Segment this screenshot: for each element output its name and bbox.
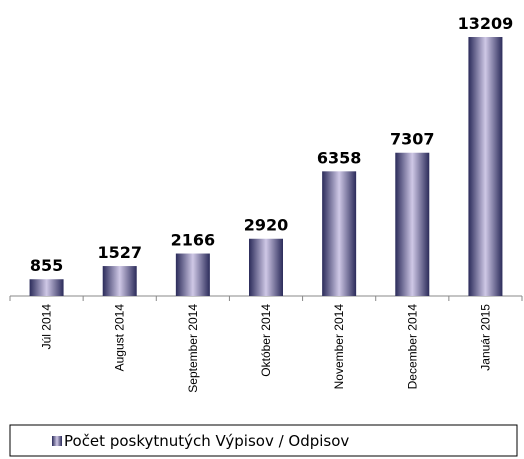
x-tick-label: Júl 2014: [40, 304, 54, 350]
bar: [468, 37, 503, 297]
x-tick-label: Január 2015: [478, 304, 492, 371]
bar: [102, 266, 137, 296]
x-tick-label: September 2014: [186, 304, 200, 393]
x-tick-label: December 2014: [405, 304, 419, 390]
data-label: 6358: [317, 148, 362, 167]
x-tick-label: Október 2014: [259, 304, 273, 377]
legend-swatch: [52, 436, 62, 446]
bar: [249, 238, 283, 296]
data-label: 13209: [458, 14, 514, 33]
legend-box: [9, 424, 518, 457]
data-label: 1527: [97, 243, 142, 262]
data-label: 2920: [244, 216, 289, 235]
legend-label: Počet poskytnutých Výpisov / Odpisov: [64, 432, 349, 450]
bar: [29, 279, 64, 296]
bar: [322, 171, 357, 296]
data-label: 7307: [390, 130, 435, 149]
x-tick-label: August 2014: [113, 304, 127, 372]
data-label: 2166: [171, 231, 216, 250]
data-label: 855: [30, 256, 63, 275]
bar: [175, 253, 210, 296]
bar: [395, 152, 430, 296]
x-tick-label: November 2014: [332, 304, 346, 390]
